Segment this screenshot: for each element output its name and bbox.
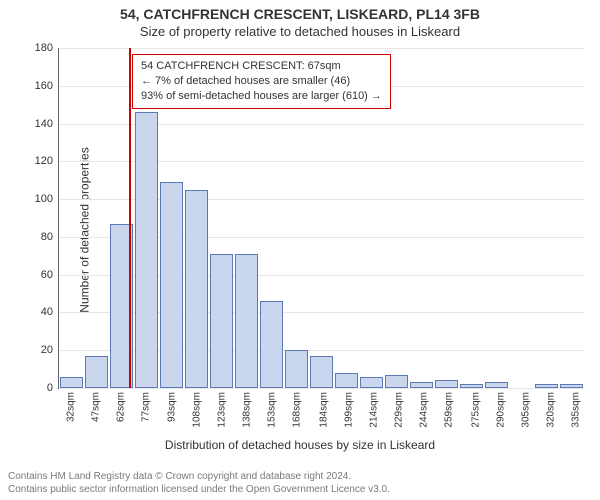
x-tick-label: 108sqm	[192, 392, 203, 428]
x-tick-label: 77sqm	[140, 392, 151, 422]
histogram-bar	[135, 112, 159, 388]
x-tick-label: 229sqm	[394, 392, 405, 428]
x-tick-label: 275sqm	[470, 392, 481, 428]
x-tick-label: 168sqm	[292, 392, 303, 428]
y-tick-label: 60	[41, 269, 53, 281]
x-tick-label: 259sqm	[444, 392, 455, 428]
gridline	[59, 388, 584, 389]
x-tick-label: 290sqm	[495, 392, 506, 428]
histogram-bar	[210, 254, 234, 388]
x-tick-label: 153sqm	[267, 392, 278, 428]
x-tick-label: 123sqm	[217, 392, 228, 428]
histogram-bar	[235, 254, 259, 388]
histogram-bar	[560, 384, 584, 388]
y-tick-label: 180	[35, 42, 53, 54]
chart-subtitle: Size of property relative to detached ho…	[0, 24, 600, 39]
y-tick-label: 100	[35, 193, 53, 205]
histogram-bar	[310, 356, 334, 388]
annotation-line: 54 CATCHFRENCH CRESCENT: 67sqm	[141, 59, 382, 74]
histogram-bar	[260, 301, 284, 388]
histogram-bar	[285, 350, 309, 388]
histogram-bar	[360, 377, 384, 388]
y-tick-label: 40	[41, 306, 53, 318]
y-tick-label: 160	[35, 80, 53, 92]
x-tick-label: 62sqm	[115, 392, 126, 422]
x-tick-label: 214sqm	[369, 392, 380, 428]
property-marker-line	[129, 48, 131, 388]
histogram-bar	[335, 373, 359, 388]
y-tick-label: 140	[35, 118, 53, 130]
chart-container: 54, CATCHFRENCH CRESCENT, LISKEARD, PL14…	[0, 0, 600, 500]
attribution-line-2: Contains public sector information licen…	[8, 483, 390, 496]
y-tick-label: 80	[41, 231, 53, 243]
x-tick-label: 320sqm	[545, 392, 556, 428]
annotation-line: 93% of semi-detached houses are larger (…	[141, 89, 382, 104]
attribution-line-1: Contains HM Land Registry data © Crown c…	[8, 470, 390, 483]
x-tick-label: 138sqm	[242, 392, 253, 428]
histogram-bar	[410, 382, 434, 388]
annotation-box: 54 CATCHFRENCH CRESCENT: 67sqm← 7% of de…	[132, 54, 391, 109]
y-tick-label: 20	[41, 344, 53, 356]
x-tick-label: 47sqm	[90, 392, 101, 422]
y-tick-label: 120	[35, 155, 53, 167]
histogram-bar	[60, 377, 84, 388]
plot-area: 02040608010012014016018032sqm47sqm62sqm7…	[58, 48, 584, 389]
histogram-bar	[385, 375, 409, 388]
x-tick-label: 244sqm	[419, 392, 430, 428]
y-tick-label: 0	[47, 382, 53, 394]
x-tick-label: 335sqm	[570, 392, 581, 428]
x-tick-label: 93sqm	[167, 392, 178, 422]
histogram-bar	[160, 182, 184, 388]
histogram-bar	[185, 190, 209, 388]
x-tick-label: 32sqm	[65, 392, 76, 422]
histogram-bar	[485, 382, 509, 388]
histogram-bar	[460, 384, 484, 388]
x-tick-label: 184sqm	[319, 392, 330, 428]
x-tick-label: 199sqm	[344, 392, 355, 428]
x-tick-label: 305sqm	[520, 392, 531, 428]
histogram-bar	[85, 356, 109, 388]
annotation-line: ← 7% of detached houses are smaller (46)	[141, 74, 382, 89]
histogram-bar	[535, 384, 559, 388]
attribution: Contains HM Land Registry data © Crown c…	[8, 470, 390, 496]
x-axis-label: Distribution of detached houses by size …	[0, 438, 600, 452]
gridline	[59, 48, 584, 49]
chart-title: 54, CATCHFRENCH CRESCENT, LISKEARD, PL14…	[0, 6, 600, 22]
histogram-bar	[435, 380, 459, 388]
